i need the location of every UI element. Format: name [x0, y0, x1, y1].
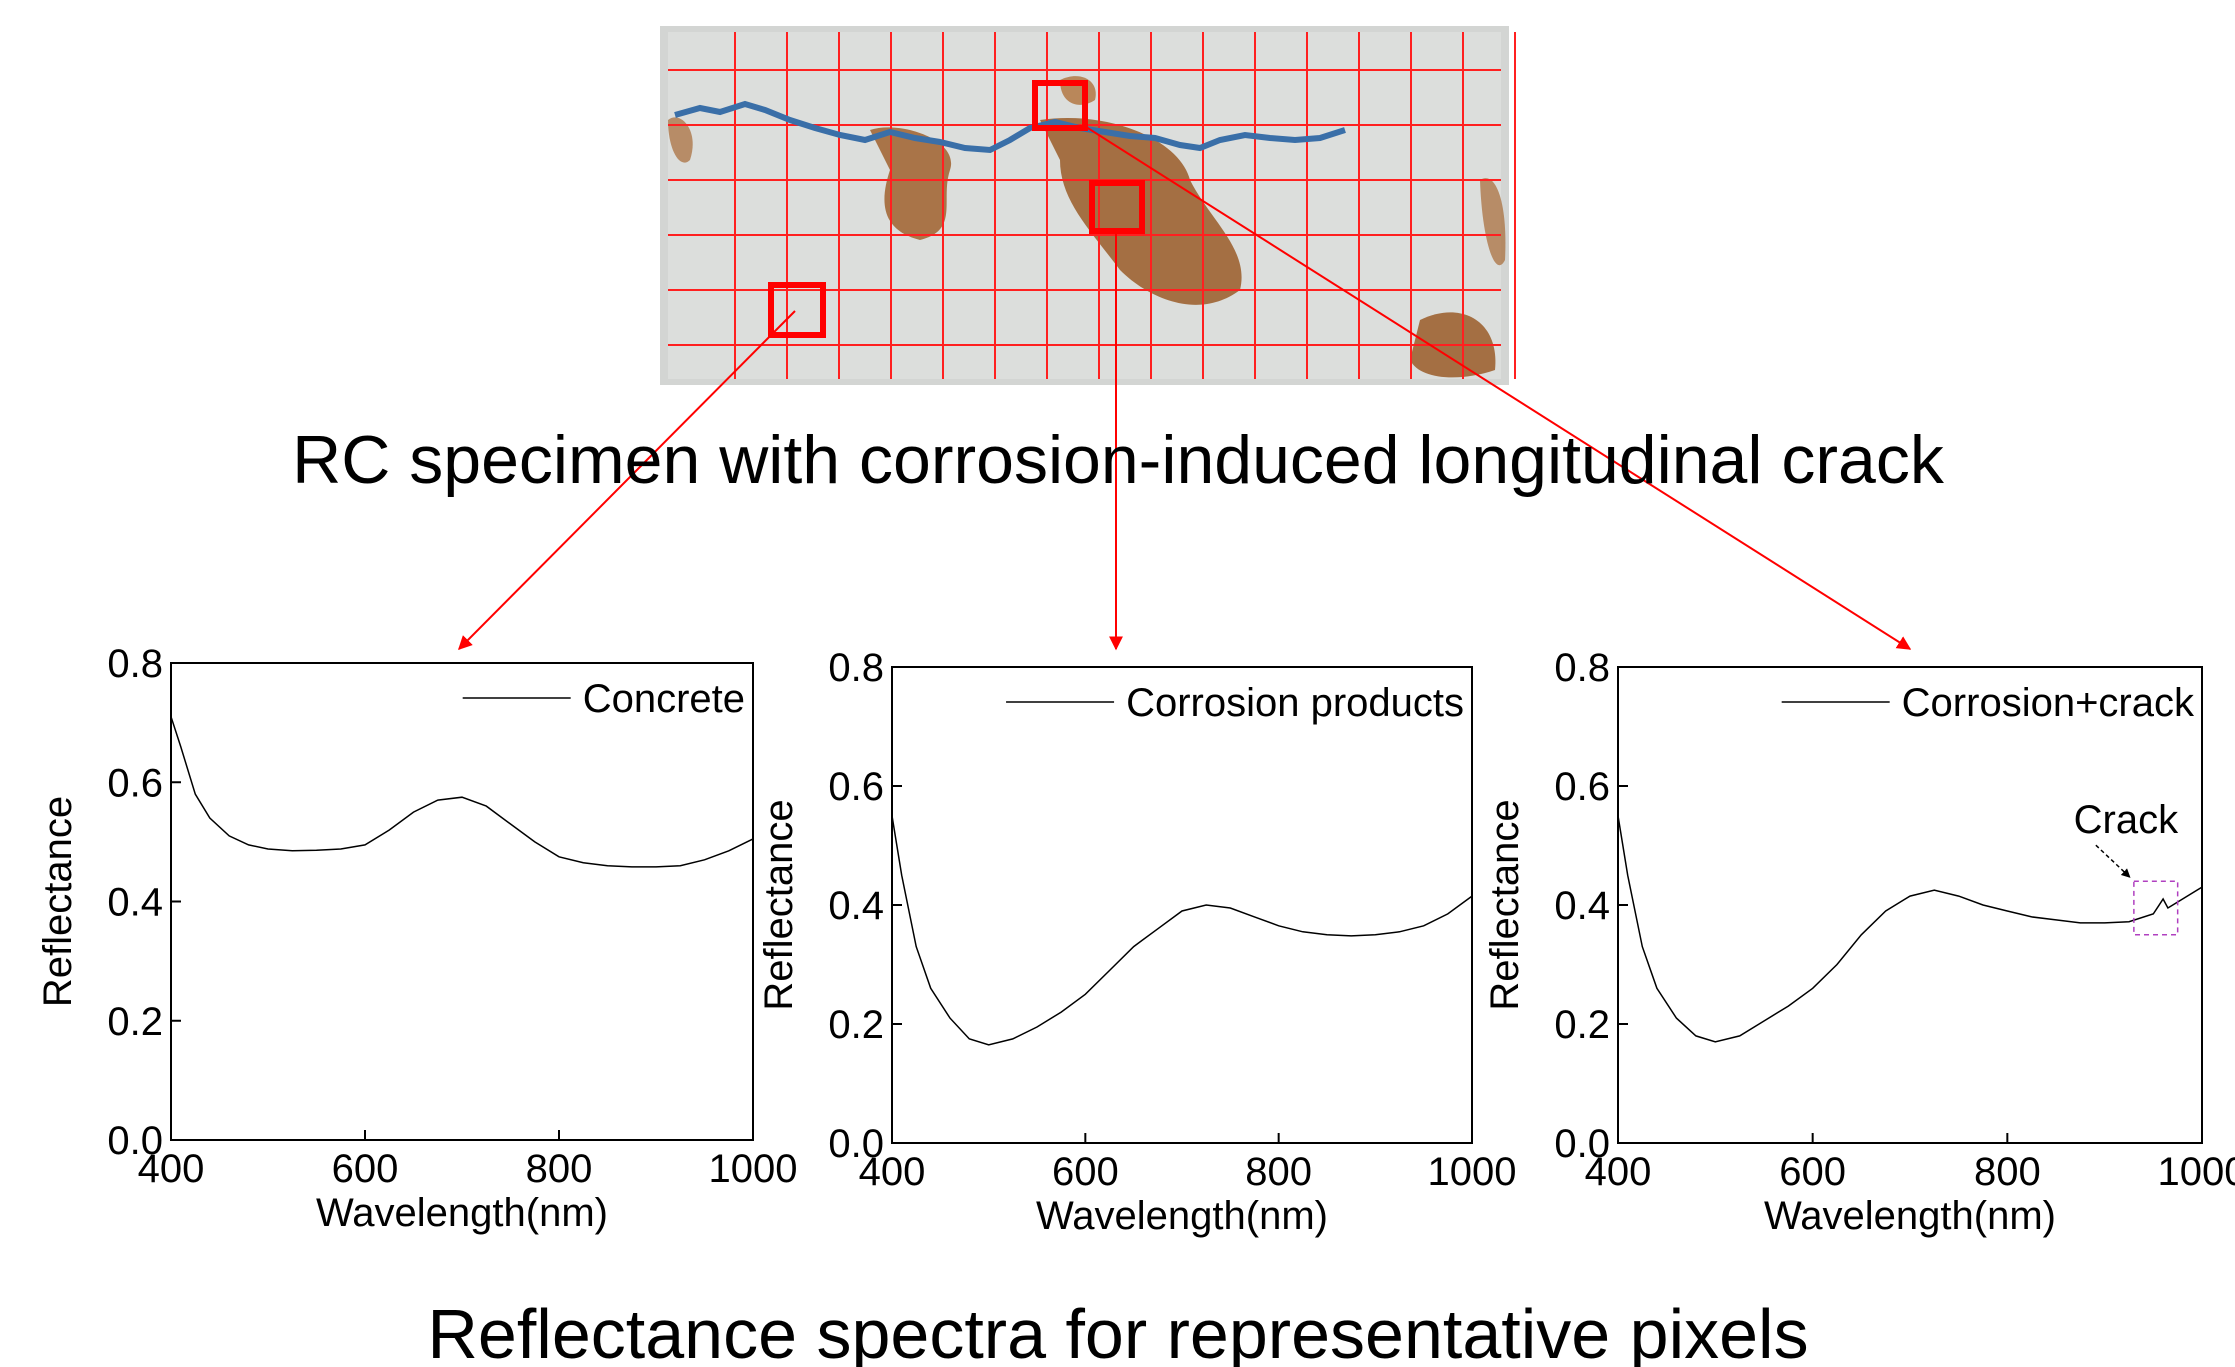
y-tick-label: 0.6	[107, 761, 163, 805]
y-axis-label: Reflectance	[36, 796, 80, 1007]
y-tick-label: 0.6	[1554, 765, 1610, 809]
plot-frame	[891, 666, 1473, 1144]
y-tick-label: 0.4	[828, 884, 884, 928]
x-axis-label: Wavelength(nm)	[1036, 1194, 1328, 1238]
photo-caption: RC specimen with corrosion-induced longi…	[292, 422, 1945, 498]
arrow	[458, 310, 796, 650]
x-tick-label: 600	[1052, 1150, 1119, 1194]
plot-frame	[170, 662, 754, 1141]
rust	[1480, 178, 1506, 266]
y-tick-label: 0.8	[107, 642, 163, 686]
y-tick-label: 0.2	[828, 1003, 884, 1047]
annotation-box	[2133, 880, 2179, 936]
series-line	[1617, 815, 2203, 1043]
x-tick-label: 1000	[2158, 1150, 2235, 1194]
x-tick-label: 800	[526, 1147, 593, 1191]
caption: Reflectance spectra for representative p…	[427, 1295, 1808, 1367]
annotation: Crack	[2074, 798, 2179, 842]
plot-frame	[1617, 666, 2203, 1144]
legend-label: Corrosion+crack	[1902, 681, 2195, 725]
annotation-arrow	[2095, 844, 2131, 878]
rust	[668, 117, 693, 163]
arrow	[1082, 124, 1912, 650]
x-tick-label: 400	[859, 1150, 926, 1194]
legend-label: Corrosion products	[1126, 681, 1464, 725]
x-tick-label: 400	[1585, 1150, 1652, 1194]
y-tick-label: 0.0	[828, 1122, 884, 1166]
x-tick-label: 800	[1974, 1150, 2041, 1194]
series-line	[891, 815, 1473, 1046]
y-tick-label: 0.8	[828, 646, 884, 690]
x-tick-label: 600	[332, 1147, 399, 1191]
pixel-box	[1032, 80, 1088, 131]
y-tick-label: 0.4	[1554, 884, 1610, 928]
y-axis-label: Reflectance	[757, 799, 801, 1010]
x-axis-label: Wavelength(nm)	[316, 1191, 608, 1235]
x-tick-label: 1000	[1428, 1150, 1517, 1194]
grid	[668, 32, 1516, 379]
x-tick-label: 1000	[709, 1147, 798, 1191]
y-tick-label: 0.6	[828, 765, 884, 809]
specimen-photo	[660, 26, 1516, 385]
y-tick-label: 0.0	[107, 1119, 163, 1163]
pixel-box	[768, 282, 826, 338]
x-axis-label: Wavelength(nm)	[1764, 1194, 2056, 1238]
y-axis-label: Reflectance	[1483, 799, 1527, 1010]
x-tick-label: 800	[1245, 1150, 1312, 1194]
y-tick-label: 0.0	[1554, 1122, 1610, 1166]
y-tick-label: 0.2	[1554, 1003, 1610, 1047]
y-tick-label: 0.4	[107, 881, 163, 925]
x-tick-label: 600	[1779, 1150, 1846, 1194]
pixel-box	[1089, 180, 1145, 234]
y-tick-label: 0.8	[1554, 646, 1610, 690]
series-line	[170, 716, 754, 868]
crack-trace	[674, 100, 1346, 154]
legend-label: Concrete	[583, 677, 745, 721]
x-tick-label: 400	[138, 1147, 205, 1191]
y-tick-label: 0.2	[107, 1000, 163, 1044]
